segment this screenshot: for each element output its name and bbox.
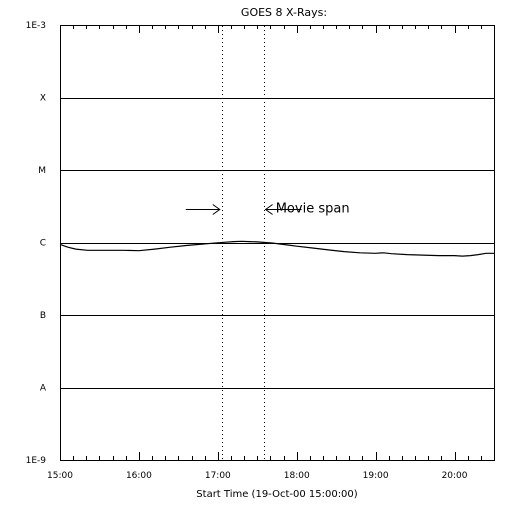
x-tick-label: 17:00 xyxy=(205,471,231,481)
x-tick-label: 20:00 xyxy=(442,471,468,481)
movie-span-annotation: Movie span xyxy=(185,201,350,216)
y-tick-label: 1E-9 xyxy=(26,456,47,466)
arrow-left-head xyxy=(212,204,221,215)
y-tick-label: C xyxy=(40,239,46,249)
y-tick-label: A xyxy=(40,384,47,394)
arrow-right-head xyxy=(264,204,273,215)
chart-title: GOES 8 X-Rays: xyxy=(241,6,327,19)
y-tick-label: B xyxy=(40,311,46,321)
x-tick-label: 19:00 xyxy=(363,471,389,481)
x-tick-label: 18:00 xyxy=(284,471,310,481)
series-layer xyxy=(59,240,494,257)
x-axis-ticks: 15:00 16:00 17:00 18:00 19:00 20:00 xyxy=(47,25,495,481)
y-tick-label: M xyxy=(38,166,46,176)
y-axis-ticks: 1E-9 A B C M X 1E-3 xyxy=(26,21,47,466)
annotation-text: Movie span xyxy=(276,201,350,216)
x-axis-label: Start Time (19-Oct-00 15:00:00) xyxy=(196,489,357,500)
y-tick-label: X xyxy=(40,94,46,104)
x-tick-label: 15:00 xyxy=(47,471,73,481)
y-tick-label: 1E-3 xyxy=(26,21,46,31)
x-tick-label: 16:00 xyxy=(126,471,152,481)
xray-flux-line xyxy=(59,240,494,257)
